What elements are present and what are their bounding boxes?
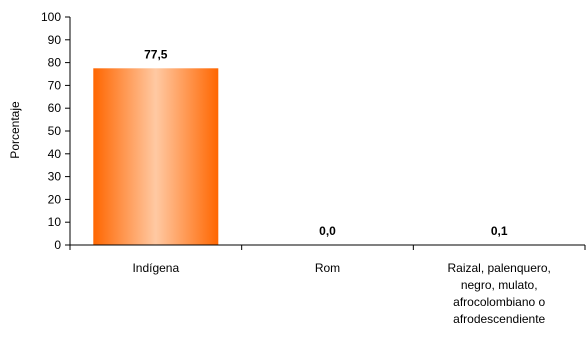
y-tick-label-5: 50 <box>48 124 62 138</box>
data-label-0: 77,5 <box>144 47 168 61</box>
x-tick-label-2: Raizal, palenquero, negro, mulato, afrocol… <box>447 261 550 326</box>
y-tick-label-9: 90 <box>48 33 62 47</box>
y-tick-label-2: 20 <box>48 192 62 206</box>
y-tick-label-1: 10 <box>48 215 62 229</box>
x-tick-label-line: afrodescendiente <box>453 312 545 326</box>
x-tick-label-line: Indígena <box>132 261 179 275</box>
data-label-1: 0,0 <box>319 224 336 238</box>
y-tick-label-3: 30 <box>48 170 62 184</box>
x-tick-label-line: Rom <box>315 261 340 275</box>
y-tick-label-10: 100 <box>41 10 61 24</box>
data-label-2: 0,1 <box>491 224 508 238</box>
y-tick-label-0: 0 <box>54 238 61 252</box>
x-tick-label-line: negro, mulato, <box>461 278 538 292</box>
x-tick-label-0: Indígena <box>132 261 179 275</box>
bar-0 <box>93 68 218 245</box>
y-tick-label-8: 80 <box>48 56 62 70</box>
y-axis-title: Porcentaje <box>8 101 22 159</box>
y-tick-label-6: 60 <box>48 101 62 115</box>
y-tick-label-4: 40 <box>48 147 62 161</box>
x-tick-label-line: Raizal, palenquero, <box>447 261 550 275</box>
x-tick-label-line: afrocolombiano o <box>453 295 545 309</box>
y-tick-label-7: 70 <box>48 78 62 92</box>
x-tick-label-1: Rom <box>315 261 340 275</box>
